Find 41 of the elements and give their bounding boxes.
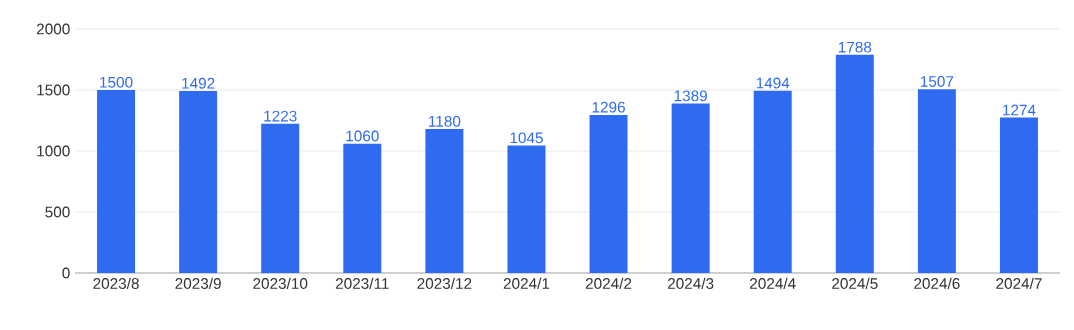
data-label: 1296: [592, 101, 625, 113]
y-tick-label: 1000: [37, 145, 70, 157]
bar: [753, 90, 792, 273]
bar: [917, 89, 956, 273]
y-tick-label: 0: [62, 267, 70, 279]
y-tick-label: 2000: [36, 23, 70, 35]
data-label: 1494: [756, 77, 790, 89]
data-label: 1500: [100, 76, 133, 88]
x-tick-label: 2023/9: [175, 277, 221, 289]
x-tick-label: 2023/8: [93, 277, 139, 289]
x-tick-label: 2024/6: [914, 277, 960, 289]
data-label: 1274: [1003, 104, 1036, 116]
bar: [97, 90, 136, 273]
x-tick-label: 2024/5: [832, 277, 878, 289]
data-label: 1180: [429, 115, 461, 127]
data-label: 1060: [346, 130, 379, 142]
bar: [507, 145, 546, 273]
data-label: 1223: [264, 110, 297, 122]
x-tick-label: 2023/10: [253, 277, 308, 289]
bar: [835, 54, 874, 273]
data-label: 1788: [838, 41, 872, 53]
data-label: 1492: [182, 77, 215, 89]
y-tick-label: 500: [45, 206, 70, 218]
bar: [999, 117, 1038, 273]
data-label: 1045: [510, 132, 543, 144]
data-label: 1389: [674, 90, 707, 102]
data-label: 1507: [921, 76, 954, 87]
bar: [425, 129, 464, 273]
x-tick-label: 2024/3: [667, 277, 714, 289]
bar: [343, 143, 382, 273]
x-tick-label: 2024/4: [750, 277, 796, 289]
bar: [671, 103, 710, 273]
bar: [179, 90, 218, 273]
x-tick-label: 2024/7: [996, 277, 1042, 289]
x-tick-label: 2023/11: [335, 277, 389, 289]
x-tick-label: 2024/2: [585, 277, 632, 289]
x-tick-label: 2023/12: [417, 277, 472, 289]
x-tick-label: 2024/1: [503, 277, 550, 289]
y-tick-label: 1500: [37, 84, 70, 96]
bar: [261, 123, 300, 273]
bar: [589, 114, 628, 273]
